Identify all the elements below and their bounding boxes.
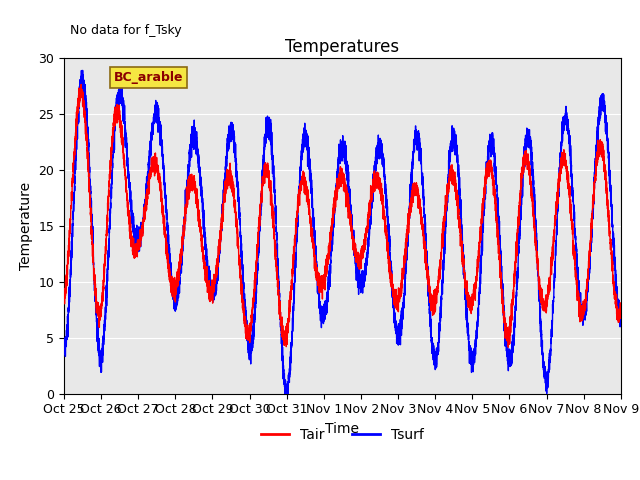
Tair — [467, 298, 475, 303]
Tair — [77, 82, 85, 87]
Text: BC_arable: BC_arable — [114, 71, 184, 84]
Text: No data for f_Tsky: No data for f_Tsky — [70, 24, 181, 37]
Tsurf — [281, 391, 289, 396]
Tsurf — [594, 142, 602, 148]
Tair — [594, 160, 602, 166]
Tair — [60, 288, 68, 294]
Tair — [324, 252, 332, 258]
Line: Tsurf: Tsurf — [64, 71, 621, 394]
Tsurf — [617, 309, 625, 314]
Tair — [617, 304, 625, 310]
Tair — [250, 298, 257, 303]
Line: Tair: Tair — [64, 84, 621, 347]
Tsurf — [324, 295, 332, 301]
Legend: Tair, Tsurf: Tair, Tsurf — [255, 422, 429, 447]
Tsurf — [467, 360, 475, 365]
Tair — [587, 230, 595, 236]
Title: Temperatures: Temperatures — [285, 38, 399, 56]
X-axis label: Time: Time — [325, 422, 360, 436]
Tsurf — [483, 164, 491, 169]
Tsurf — [60, 347, 68, 353]
Tair — [504, 344, 512, 350]
Tair — [483, 171, 491, 177]
Tsurf — [79, 68, 86, 73]
Y-axis label: Temperature: Temperature — [19, 181, 33, 270]
Tsurf — [250, 323, 257, 329]
Tsurf — [587, 245, 595, 251]
